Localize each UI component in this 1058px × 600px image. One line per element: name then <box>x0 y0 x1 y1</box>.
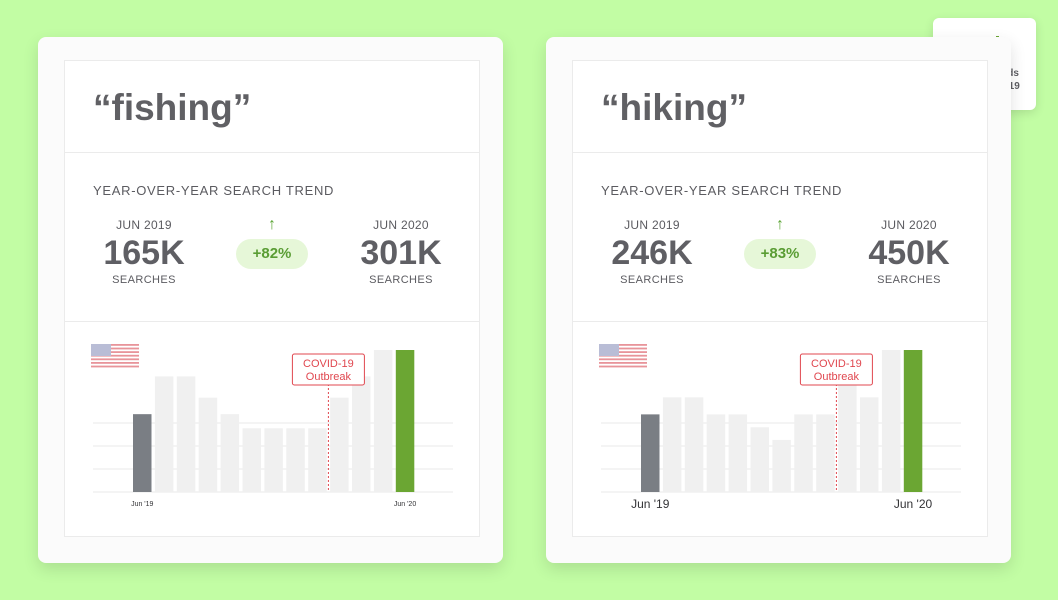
flag-stripe <box>599 362 647 364</box>
bar <box>154 376 174 492</box>
bar <box>728 414 748 492</box>
start-value: 246K <box>611 234 693 272</box>
flag-stripe <box>91 344 139 346</box>
trend-card-hiking: “hiking” YEAR-OVER-YEAR SEARCH TREND JUN… <box>546 37 1011 563</box>
flag-stripe <box>91 351 139 353</box>
start-stat: JUN 2019 246K SEARCHES <box>592 218 712 286</box>
covid-annotation-box <box>799 353 873 386</box>
bar <box>881 350 901 492</box>
bar <box>133 414 152 492</box>
trend-card-fishing: “fishing” YEAR-OVER-YEAR SEARCH TREND JU… <box>38 37 503 563</box>
bar <box>903 350 923 492</box>
flag-stripe <box>599 347 647 350</box>
bar <box>816 414 835 492</box>
search-term: “hiking” <box>601 87 747 128</box>
end-unit: SEARCHES <box>369 274 433 286</box>
bar <box>662 397 682 492</box>
flag-stripe <box>599 358 647 361</box>
bar <box>220 414 240 492</box>
x-tick-label: Jun '19 <box>131 501 153 508</box>
change-indicator: ↑ +82% <box>236 215 308 269</box>
end-stat: JUN 2020 301K SEARCHES <box>341 218 461 286</box>
flag-stripe <box>91 354 139 357</box>
bar <box>706 414 726 492</box>
flag-canton <box>91 344 111 356</box>
trend-chart-area: COVID-19 Outbreak Jun '19 Jun '20 <box>573 322 987 538</box>
bar <box>838 368 857 492</box>
covid-annotation-line2: Outbreak <box>814 371 860 383</box>
end-unit: SEARCHES <box>877 274 941 286</box>
search-term: “fishing” <box>93 87 252 128</box>
flag-stripe <box>599 344 647 346</box>
bar <box>308 428 327 492</box>
start-unit: SEARCHES <box>112 274 176 286</box>
trend-chart-area: COVID-19 Outbreak Jun '19 Jun '20 <box>65 322 479 538</box>
flag-stripe <box>91 358 139 361</box>
bar <box>352 376 371 492</box>
bar <box>330 397 349 492</box>
covid-annotation-line2: Outbreak <box>306 371 352 383</box>
card-inner: “fishing” YEAR-OVER-YEAR SEARCH TREND JU… <box>64 60 480 537</box>
start-period: JUN 2019 <box>116 218 172 232</box>
end-period: JUN 2020 <box>373 218 429 232</box>
bar <box>750 427 769 492</box>
flag-stripe <box>91 365 139 368</box>
stats-section: YEAR-OVER-YEAR SEARCH TREND JUN 2019 246… <box>573 153 987 322</box>
flag-stripe <box>91 362 139 364</box>
end-stat: JUN 2020 450K SEARCHES <box>849 218 969 286</box>
us-flag-icon <box>599 344 647 368</box>
us-flag-icon <box>91 344 139 368</box>
end-value: 450K <box>868 234 950 272</box>
stats-title: YEAR-OVER-YEAR SEARCH TREND <box>93 183 335 198</box>
stats-section: YEAR-OVER-YEAR SEARCH TREND JUN 2019 165… <box>65 153 479 322</box>
bar <box>242 428 261 492</box>
term-header: “fishing” <box>65 61 479 153</box>
start-period: JUN 2019 <box>624 218 680 232</box>
bar <box>198 397 218 492</box>
flag-stripe <box>599 365 647 368</box>
bar <box>395 350 415 492</box>
x-tick-label: Jun '20 <box>394 501 416 508</box>
up-arrow-icon: ↑ <box>268 216 276 233</box>
covid-annotation-line1: COVID-19 <box>811 358 862 370</box>
bar <box>286 428 305 492</box>
bar <box>641 414 660 492</box>
card-inner: “hiking” YEAR-OVER-YEAR SEARCH TREND JUN… <box>572 60 988 537</box>
bar <box>264 428 283 492</box>
bar <box>794 414 813 492</box>
up-arrow-icon: ↑ <box>776 216 784 233</box>
change-pill: +83% <box>744 239 816 269</box>
flag-canton <box>599 344 619 356</box>
bar <box>860 397 879 492</box>
start-stat: JUN 2019 165K SEARCHES <box>84 218 204 286</box>
start-value: 165K <box>103 234 185 272</box>
start-unit: SEARCHES <box>620 274 684 286</box>
term-header: “hiking” <box>573 61 987 153</box>
stats-title: YEAR-OVER-YEAR SEARCH TREND <box>601 183 843 198</box>
flag-stripe <box>599 351 647 353</box>
covid-annotation-box <box>291 353 365 386</box>
x-tick-label: Jun '20 <box>894 497 933 511</box>
covid-annotation-line1: COVID-19 <box>303 358 354 370</box>
flag-stripe <box>599 354 647 357</box>
bar <box>684 397 704 492</box>
change-pill: +82% <box>236 239 308 269</box>
x-tick-label: Jun '19 <box>631 497 670 511</box>
flag-stripe <box>91 347 139 350</box>
end-period: JUN 2020 <box>881 218 937 232</box>
bar <box>176 376 196 492</box>
bar <box>373 350 393 492</box>
change-indicator: ↑ +83% <box>744 215 816 269</box>
end-value: 301K <box>360 234 442 272</box>
bar <box>772 439 791 492</box>
